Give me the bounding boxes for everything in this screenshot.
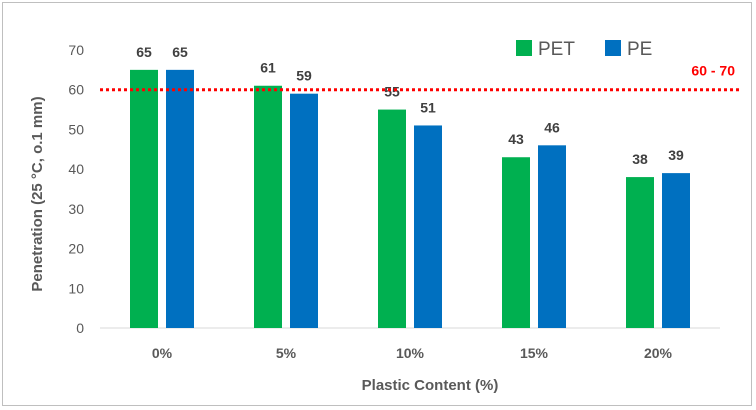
x-axis-title: Plastic Content (%) xyxy=(362,377,499,394)
x-tick-label: 15% xyxy=(520,345,549,361)
x-axis-ticks: 0% 5% 10% 15% 20% xyxy=(152,345,673,361)
data-label-pe: 46 xyxy=(544,119,560,135)
x-tick-label: 0% xyxy=(152,345,173,361)
reference-line-label: 60 - 70 xyxy=(691,63,735,79)
x-tick-label: 20% xyxy=(644,345,673,361)
bar-pet-15pct xyxy=(502,157,530,328)
bar-pet-10pct xyxy=(378,109,406,328)
y-axis-ticks: 0 10 20 30 40 50 60 70 xyxy=(68,42,84,336)
legend: PET PE xyxy=(516,39,652,60)
bars-group xyxy=(130,69,690,328)
y-axis-title: Penetration (25 °C, o.1 mm) xyxy=(29,96,46,291)
y-tick-label: 40 xyxy=(68,161,84,177)
x-tick-label: 5% xyxy=(276,345,297,361)
bar-pe-10pct xyxy=(414,125,442,328)
bar-pe-20pct xyxy=(662,173,690,328)
bar-pet-20pct xyxy=(626,177,654,328)
data-label-pet: 43 xyxy=(508,131,524,147)
data-label-pe: 39 xyxy=(668,147,684,163)
bar-pet-0pct xyxy=(130,69,158,328)
x-tick-label: 10% xyxy=(396,345,425,361)
data-label-pet: 55 xyxy=(384,84,400,100)
y-tick-label: 60 xyxy=(68,82,84,98)
bar-pe-5pct xyxy=(290,93,318,328)
data-labels-group: 65 65 61 59 55 51 43 46 38 39 xyxy=(136,44,684,167)
bar-pe-15pct xyxy=(538,145,566,328)
legend-swatch-pe xyxy=(605,40,621,56)
data-label-pe: 65 xyxy=(172,44,188,60)
bar-pe-0pct xyxy=(166,69,194,328)
y-tick-label: 0 xyxy=(76,320,84,336)
bar-pet-5pct xyxy=(254,85,282,328)
data-label-pet: 61 xyxy=(260,60,276,76)
data-label-pet: 65 xyxy=(136,44,152,60)
y-tick-label: 70 xyxy=(68,42,84,58)
data-label-pe: 59 xyxy=(296,68,312,84)
y-tick-label: 20 xyxy=(68,241,84,257)
y-tick-label: 10 xyxy=(68,280,84,296)
y-tick-label: 30 xyxy=(68,201,84,217)
data-label-pet: 38 xyxy=(632,151,648,167)
legend-swatch-pet xyxy=(516,40,532,56)
y-tick-label: 50 xyxy=(68,121,84,137)
legend-label-pe: PE xyxy=(627,39,652,60)
data-label-pe: 51 xyxy=(420,99,436,115)
legend-label-pet: PET xyxy=(538,39,575,60)
